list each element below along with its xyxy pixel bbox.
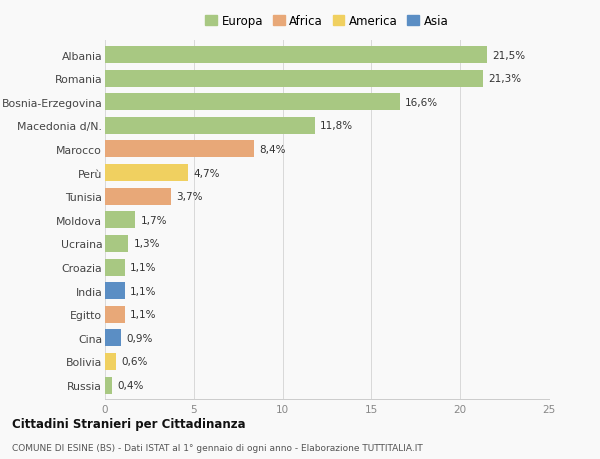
Text: 21,3%: 21,3% <box>488 74 522 84</box>
Text: 0,9%: 0,9% <box>127 333 152 343</box>
Text: 16,6%: 16,6% <box>405 98 438 107</box>
Text: 11,8%: 11,8% <box>320 121 353 131</box>
Text: 1,3%: 1,3% <box>133 239 160 249</box>
Bar <box>105 212 135 229</box>
Legend: Europa, Africa, America, Asia: Europa, Africa, America, Asia <box>205 15 449 28</box>
Text: 21,5%: 21,5% <box>492 50 525 61</box>
Text: 0,4%: 0,4% <box>118 380 144 390</box>
Bar <box>105 282 125 299</box>
Bar <box>105 235 128 252</box>
Bar <box>105 165 188 182</box>
Bar <box>105 188 171 205</box>
Text: COMUNE DI ESINE (BS) - Dati ISTAT al 1° gennaio di ogni anno - Elaborazione TUTT: COMUNE DI ESINE (BS) - Dati ISTAT al 1° … <box>12 443 423 452</box>
Bar <box>105 94 400 111</box>
Text: 8,4%: 8,4% <box>260 145 286 155</box>
Bar <box>105 377 112 394</box>
Bar <box>105 259 125 276</box>
Text: 1,1%: 1,1% <box>130 263 157 273</box>
Text: 4,7%: 4,7% <box>194 168 220 178</box>
Text: 1,1%: 1,1% <box>130 286 157 296</box>
Text: 0,6%: 0,6% <box>121 357 148 367</box>
Text: 1,1%: 1,1% <box>130 309 157 319</box>
Text: 1,7%: 1,7% <box>140 215 167 225</box>
Bar <box>105 118 314 134</box>
Text: Cittadini Stranieri per Cittadinanza: Cittadini Stranieri per Cittadinanza <box>12 417 245 430</box>
Bar <box>105 353 116 370</box>
Bar <box>105 330 121 347</box>
Bar <box>105 47 487 64</box>
Text: 3,7%: 3,7% <box>176 192 203 202</box>
Bar <box>105 71 483 88</box>
Bar <box>105 306 125 323</box>
Bar <box>105 141 254 158</box>
